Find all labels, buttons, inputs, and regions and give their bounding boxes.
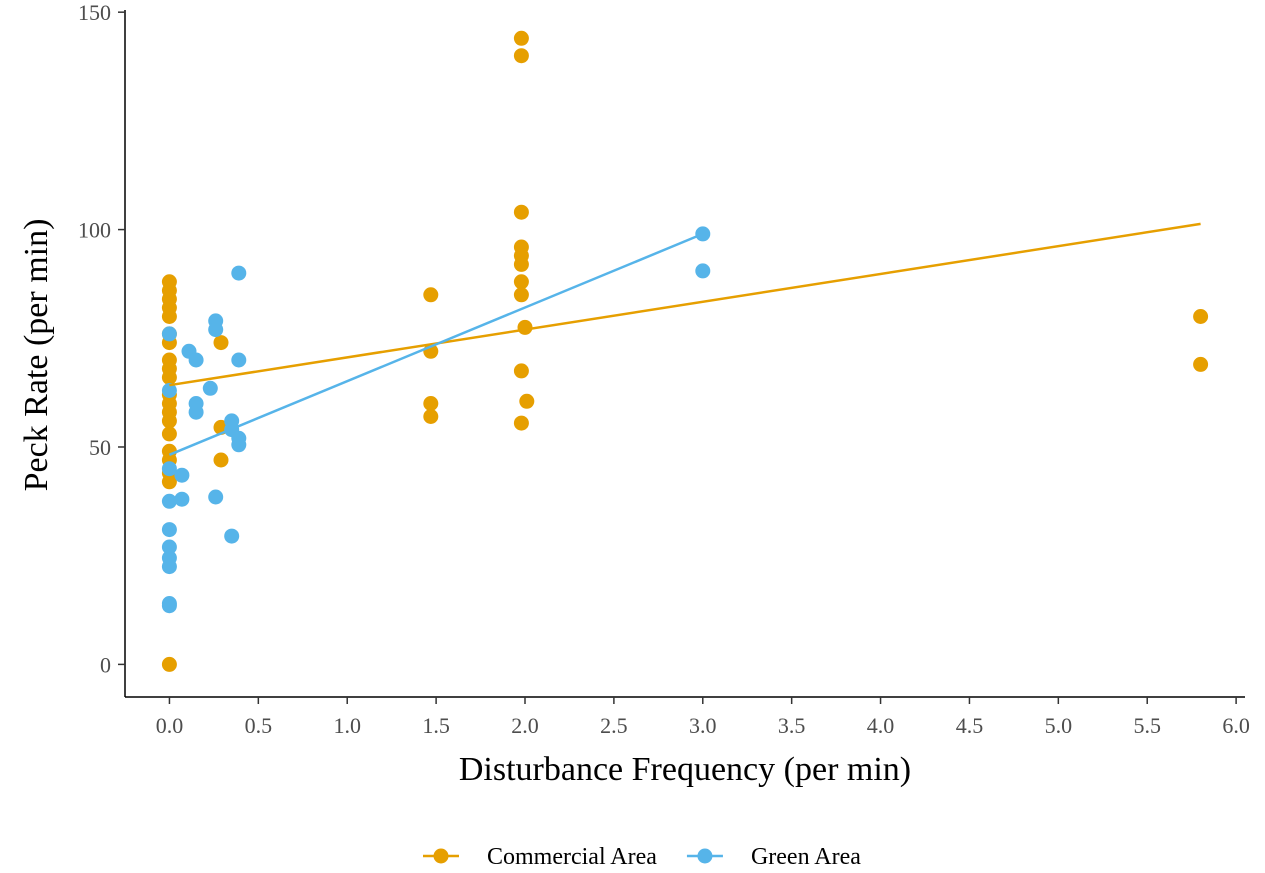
- x-tick-label: 3.0: [689, 713, 717, 738]
- data-point: [161, 369, 177, 385]
- data-point: [161, 598, 177, 614]
- x-tick-label: 2.0: [511, 713, 539, 738]
- data-point: [423, 396, 439, 411]
- data-point: [202, 380, 218, 396]
- data-point: [513, 415, 529, 431]
- data-point: [161, 309, 177, 324]
- data-point: [161, 326, 177, 342]
- data-point: [513, 256, 529, 272]
- x-tick-label: 1.5: [422, 713, 450, 738]
- data-point: [161, 426, 177, 442]
- data-point: [519, 393, 535, 409]
- series-green-area: [161, 226, 711, 614]
- data-point: [161, 539, 177, 555]
- trend-line-commercial-area: [169, 222, 1201, 387]
- data-point: [161, 413, 177, 429]
- data-point: [208, 489, 224, 505]
- x-tick-label: 0.5: [245, 713, 273, 738]
- trend-line-green-area: [168, 232, 704, 456]
- data-point: [1193, 356, 1209, 372]
- data-point: [513, 363, 529, 379]
- data-point: [513, 30, 529, 46]
- y-tick-label: 0: [100, 652, 111, 677]
- x-tick-label: 2.5: [600, 713, 628, 738]
- x-tick-label: 5.5: [1133, 713, 1161, 738]
- data-point: [161, 559, 177, 575]
- data-point: [188, 404, 204, 420]
- y-tick-label: 100: [78, 218, 111, 243]
- legend-item-commercial-area: Commercial Area: [423, 844, 657, 870]
- x-tick-label: 6.0: [1222, 713, 1250, 738]
- x-tick-label: 3.5: [778, 713, 806, 738]
- data-point: [161, 474, 177, 490]
- x-axis-ticks: 0.0 0.5 1.0 1.5 2.0 2.5 3.0 3.5 4.0 4.5 5.0 5.5 6.0: [156, 697, 1250, 738]
- x-tick-label: 4.5: [956, 713, 984, 738]
- x-tick-label: 5.0: [1045, 713, 1073, 738]
- x-axis-title: Disturbance Frequency (per min): [459, 751, 911, 788]
- series-commercial-area: [161, 30, 1209, 672]
- data-point: [517, 319, 533, 335]
- data-point: [513, 204, 529, 220]
- data-point: [161, 656, 177, 672]
- data-point: [513, 48, 529, 64]
- data-point: [213, 452, 229, 468]
- data-point: [423, 409, 439, 424]
- plot-area: [161, 30, 1209, 672]
- legend-label: Green Area: [751, 844, 861, 870]
- data-point: [213, 335, 229, 351]
- data-point: [695, 263, 711, 279]
- legend-item-green-area: Green Area: [686, 844, 861, 870]
- data-point: [161, 383, 177, 398]
- x-tick-label: 0.0: [156, 713, 184, 738]
- data-point: [1193, 309, 1209, 324]
- legend-label: Commercial Area: [487, 844, 657, 870]
- data-point: [231, 265, 247, 281]
- legend-key-marker: [697, 848, 713, 864]
- data-point: [513, 274, 529, 290]
- data-point: [161, 522, 177, 538]
- x-tick-label: 1.0: [333, 713, 361, 738]
- data-point: [224, 528, 240, 544]
- data-point: [423, 287, 439, 303]
- legend: Commercial Area Green Area: [423, 844, 861, 870]
- data-point: [174, 491, 190, 507]
- data-point: [513, 287, 529, 303]
- data-point: [161, 461, 177, 477]
- y-axis-ticks: 0 50 100 150: [78, 0, 125, 677]
- x-tick-label: 4.0: [867, 713, 895, 738]
- y-tick-label: 50: [89, 435, 111, 460]
- y-tick-label: 150: [78, 0, 111, 25]
- data-point: [231, 437, 247, 453]
- data-point: [174, 467, 190, 483]
- y-axis-title: Peck Rate (per min): [18, 219, 55, 492]
- data-point: [231, 352, 247, 368]
- data-point: [161, 493, 177, 509]
- data-point: [208, 322, 224, 338]
- legend-key-marker: [433, 848, 449, 864]
- data-point: [188, 352, 204, 368]
